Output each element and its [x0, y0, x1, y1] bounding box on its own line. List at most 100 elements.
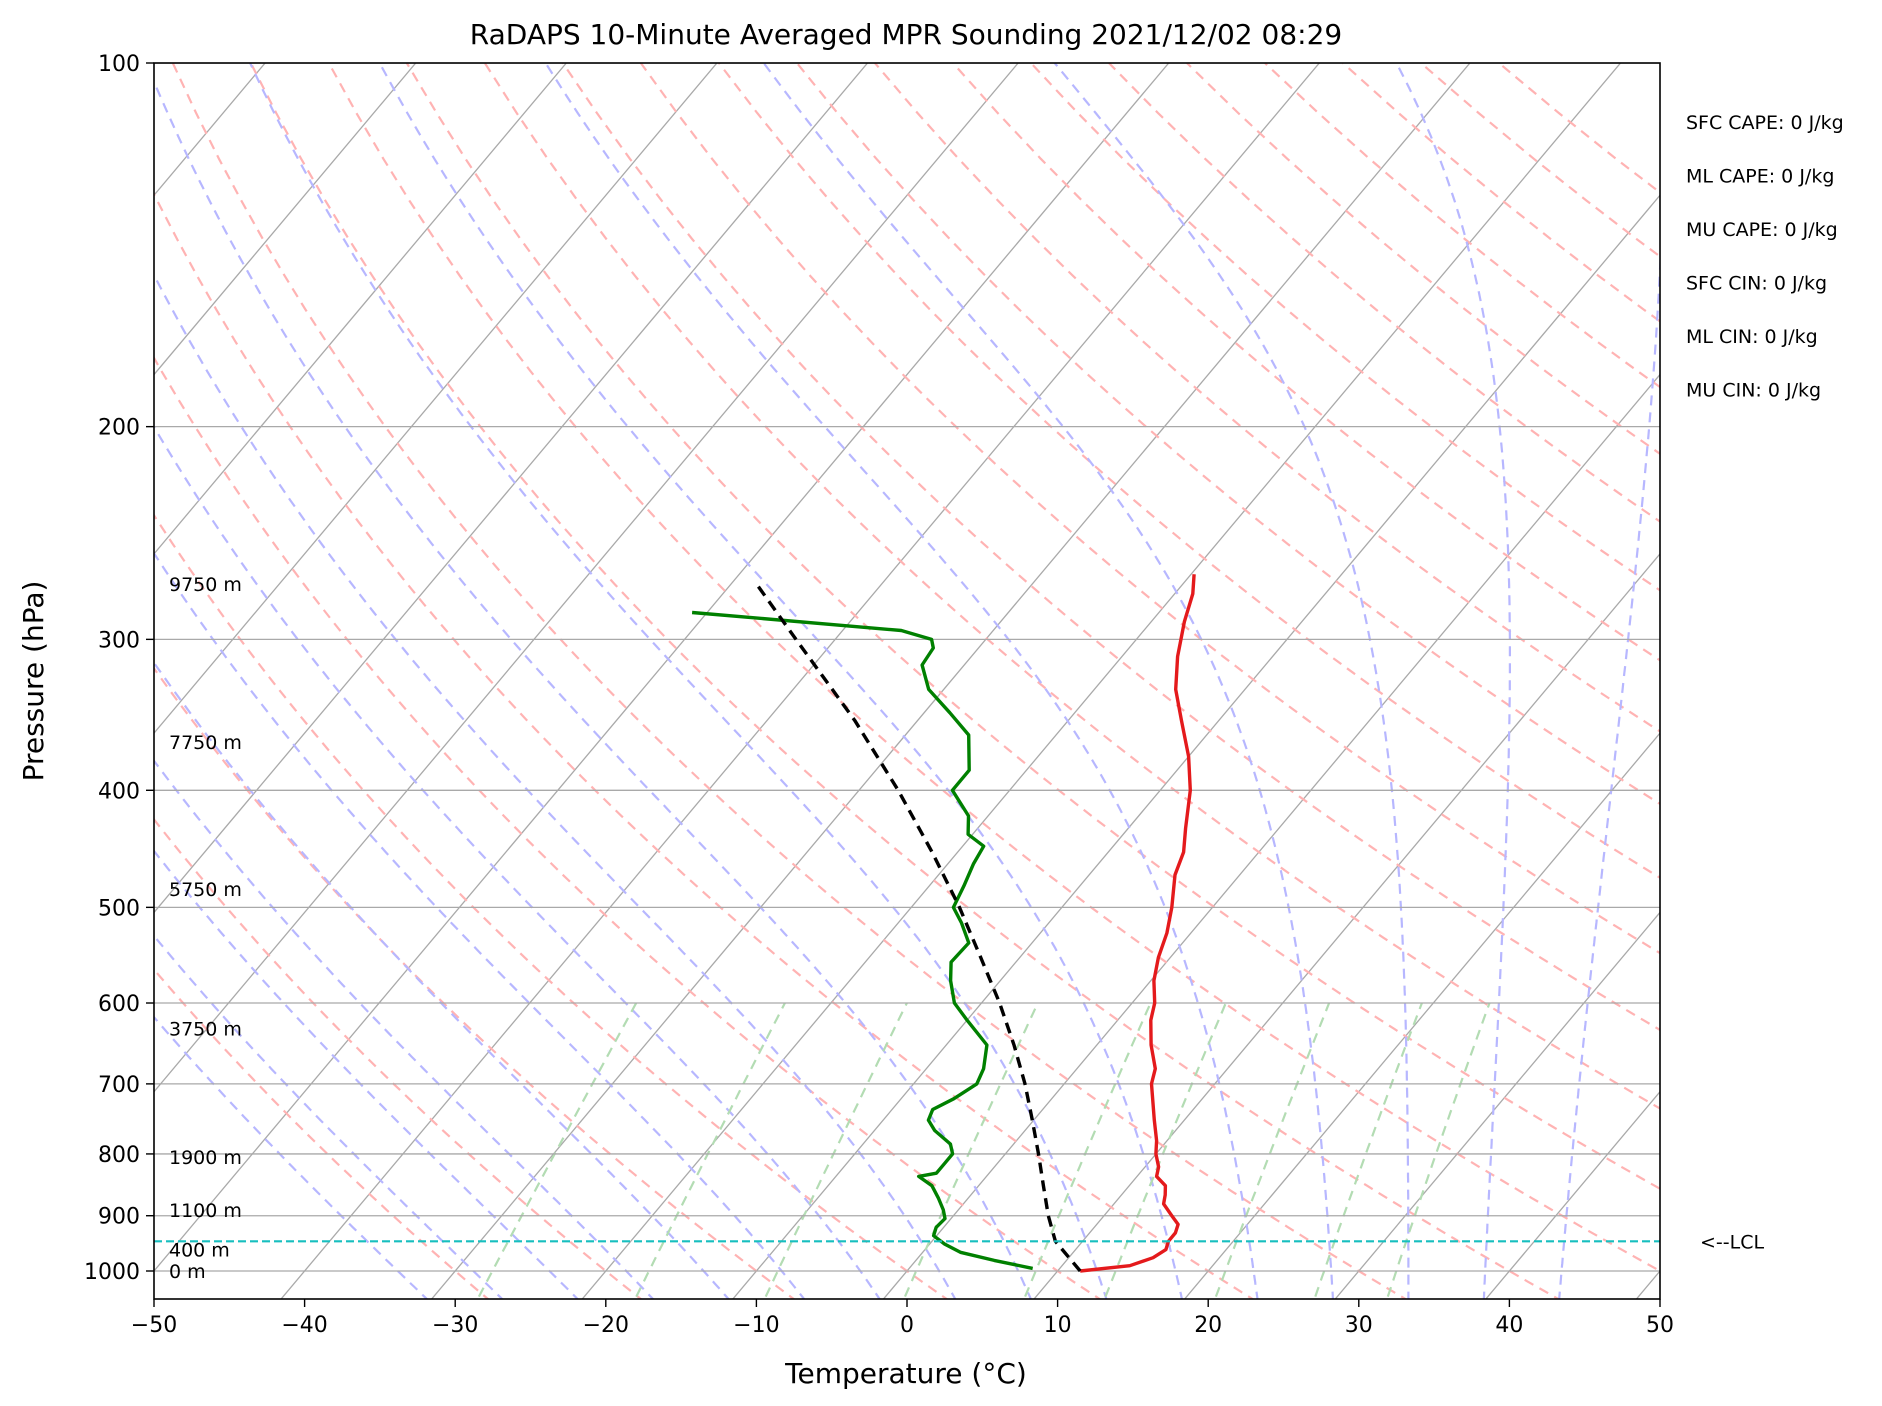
isotherm-line [1334, 911, 1660, 1299]
y-tick-label: 100 [98, 52, 140, 77]
index-label: ML CIN: 0 J/kg [1686, 326, 1818, 348]
mixing-ratio-line [764, 1002, 908, 1298]
grid-lines [154, 63, 1660, 1272]
height-label: 0 m [169, 1261, 206, 1283]
x-tick-label: 0 [900, 1313, 914, 1338]
x-tick-label: −20 [583, 1313, 629, 1338]
y-tick-label: 400 [98, 779, 140, 804]
index-label: SFC CIN: 0 J/kg [1686, 273, 1827, 295]
height-label: 1100 m [169, 1200, 242, 1222]
x-axis-label: Temperature (°C) [784, 1357, 1027, 1390]
dry-adiabat-line [1498, 63, 1660, 194]
mixing-ratio-line [903, 1002, 1039, 1298]
isotherm-line [1183, 732, 1660, 1299]
dry-adiabat-line [561, 63, 1660, 1032]
index-label: SFC CAPE: 0 J/kg [1686, 112, 1844, 134]
moist-adiabat-line [378, 63, 1184, 1299]
mixing-ratio-line [477, 1002, 638, 1298]
isotherm-line [581, 63, 1622, 1299]
x-tick-label: −10 [733, 1313, 779, 1338]
background-lines [154, 63, 1660, 1299]
moist-adiabat-line [154, 1015, 429, 1299]
dry-adiabat-line [796, 63, 1660, 806]
y-axis: 100 200 300 400 500 600 700 800 900 1000 [84, 52, 154, 1285]
moist-adiabat-line [154, 272, 957, 1299]
dry-adiabat-line [952, 63, 1660, 662]
moist-adiabat-line [154, 78, 1032, 1299]
dry-adiabat-line [154, 513, 949, 1299]
stability-indices: SFC CAPE: 0 J/kg ML CAPE: 0 J/kg MU CAPE: … [1686, 112, 1844, 402]
dry-adiabat-line [1420, 63, 1660, 258]
parcel-trace [755, 583, 1082, 1273]
moist-adiabat-line [154, 758, 655, 1299]
y-tick-label: 1000 [84, 1260, 140, 1285]
plot-frame [153, 62, 1661, 1300]
x-tick-label: 30 [1345, 1313, 1373, 1338]
moist-adiabat-line [154, 934, 504, 1299]
index-label: MU CAPE: 0 J/kg [1686, 219, 1838, 241]
y-tick-label: 700 [98, 1073, 140, 1098]
isotherm-line [154, 63, 1019, 1093]
x-tick-label: −30 [432, 1313, 478, 1338]
dry-adiabat-line [1108, 63, 1660, 523]
moist-adiabat-line [544, 63, 1259, 1299]
mixing-ratio-line [635, 1002, 786, 1298]
sounding-traces [691, 574, 1196, 1273]
isotherm-line [430, 63, 1471, 1299]
isotherm-line [732, 194, 1660, 1299]
dry-adiabat-line [639, 63, 1660, 955]
y-tick-label: 500 [98, 896, 140, 921]
dewpoint-trace [691, 610, 1034, 1271]
mixing-ratio-line [1386, 1002, 1491, 1297]
height-label: 400 m [169, 1240, 230, 1262]
moist-adiabat-line [1395, 63, 1512, 1299]
dry-adiabat-line [327, 63, 1660, 1273]
moist-adiabat-line [154, 551, 806, 1299]
height-label: 9750 m [169, 574, 242, 596]
dry-adiabat-line [405, 63, 1660, 1191]
isotherm-line [154, 63, 568, 555]
mixing-ratio-line [1214, 1002, 1331, 1297]
moist-adiabat-line [154, 660, 730, 1299]
y-tick-label: 200 [98, 416, 140, 441]
moist-adiabat-line [762, 63, 1335, 1299]
isotherm-line [154, 63, 417, 376]
height-label: 3750 m [169, 1019, 242, 1041]
lcl-marker: <--LCL [154, 1231, 1764, 1253]
index-label: ML CAPE: 0 J/kg [1686, 166, 1834, 188]
x-tick-label: −50 [131, 1313, 177, 1338]
x-axis: −50 −40 −30 −20 −10 0 10 20 30 40 50 [131, 1299, 1674, 1338]
dry-adiabat-line [483, 63, 1660, 1110]
temperature-trace [1080, 574, 1196, 1273]
y-axis-label: Pressure (hPa) [17, 581, 50, 782]
lcl-label: <--LCL [1700, 1231, 1764, 1253]
chart-title: RaDAPS 10-Minute Averaged MPR Sounding 2… [470, 18, 1342, 51]
height-labels: 9750 m 7750 m 5750 m 3750 m 1900 m 1100 m 400 … [169, 574, 242, 1283]
mixing-ratio-line [1104, 1002, 1227, 1298]
x-tick-label: 20 [1194, 1313, 1222, 1338]
dry-adiabat-line [718, 63, 1660, 880]
dry-adiabat-line [1264, 63, 1660, 389]
index-label: MU CIN: 0 J/kg [1686, 380, 1821, 402]
mixing-ratio-line [1314, 1002, 1423, 1297]
moist-adiabat-line [1558, 244, 1660, 1299]
mixing-ratio-line [1024, 1002, 1152, 1298]
height-label: 7750 m [169, 732, 242, 754]
x-tick-label: −40 [281, 1313, 327, 1338]
dry-adiabat-line [171, 63, 1408, 1299]
x-tick-label: 10 [1044, 1313, 1072, 1338]
moist-adiabat-line [1053, 63, 1410, 1299]
height-label: 1900 m [169, 1147, 242, 1169]
y-tick-label: 900 [98, 1205, 140, 1230]
isotherm-line [154, 63, 718, 735]
isotherm-line [154, 63, 869, 914]
x-tick-label: 40 [1495, 1313, 1523, 1338]
y-tick-label: 300 [98, 628, 140, 653]
x-tick-label: 50 [1646, 1313, 1674, 1338]
dry-adiabat-line [1342, 63, 1660, 323]
isotherm-line [280, 63, 1321, 1299]
isotherm-line [882, 373, 1660, 1299]
dry-adiabat-line [154, 817, 643, 1299]
dry-adiabat-line [1030, 63, 1660, 592]
